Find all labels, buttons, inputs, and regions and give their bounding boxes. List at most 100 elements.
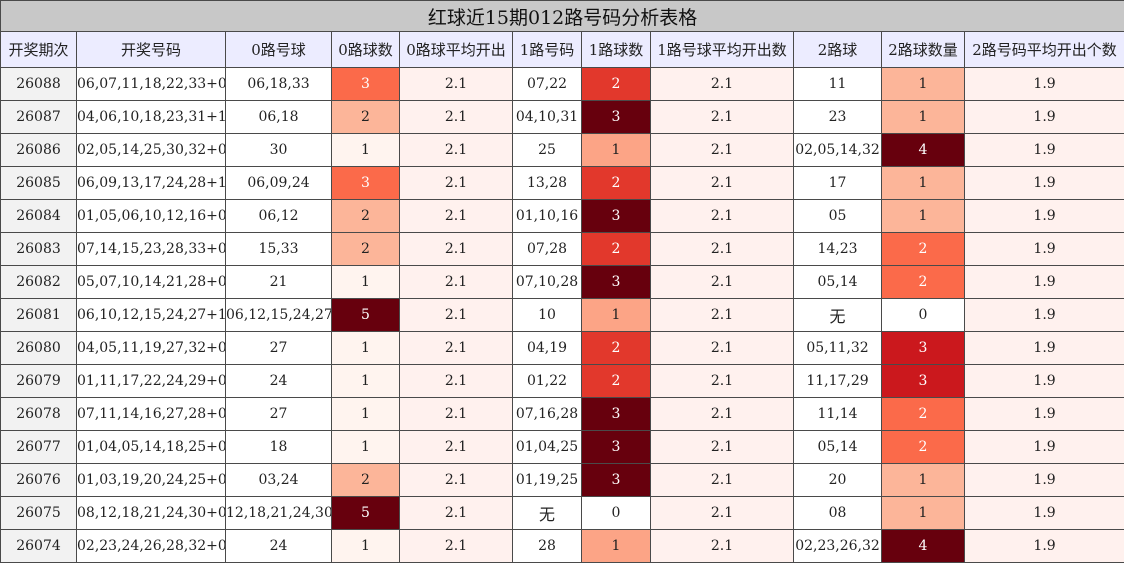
cell-route2-count: 4 bbox=[881, 133, 965, 167]
cell-route2-avg: 1.9 bbox=[963, 232, 1124, 266]
cell-numbers: 07,11,14,16,27,28+06 bbox=[76, 397, 226, 431]
cell-route2-count: 3 bbox=[881, 331, 965, 365]
cell-numbers: 05,07,10,14,21,28+04 bbox=[76, 265, 226, 299]
cell-route0-balls: 06,12,15,24,27 bbox=[225, 298, 332, 332]
cell-route1-balls: 04,19 bbox=[512, 331, 582, 365]
cell-route0-count: 1 bbox=[331, 397, 400, 431]
cell-route2-count: 1 bbox=[881, 199, 965, 233]
cell-numbers: 02,05,14,25,30,32+05 bbox=[76, 133, 226, 167]
cell-route1-balls: 07,16,28 bbox=[512, 397, 582, 431]
cell-route0-avg: 2.1 bbox=[399, 463, 513, 497]
cell-route1-avg: 2.1 bbox=[650, 430, 794, 464]
cell-route2-count: 4 bbox=[881, 529, 965, 563]
cell-route1-avg: 2.1 bbox=[650, 529, 794, 563]
cell-numbers: 08,12,18,21,24,30+01 bbox=[76, 496, 226, 530]
cell-route0-avg: 2.1 bbox=[399, 430, 513, 464]
cell-route1-count: 2 bbox=[581, 364, 651, 398]
cell-route1-avg: 2.1 bbox=[650, 199, 794, 233]
cell-route0-count: 1 bbox=[331, 364, 400, 398]
table-row: 26086 02,05,14,25,30,32+05 30 1 2.1 25 1 2.1 02,… bbox=[0, 133, 1124, 167]
cell-route1-balls: 04,10,31 bbox=[512, 100, 582, 134]
cell-route2-count: 0 bbox=[881, 298, 965, 332]
cell-route2-balls: 20 bbox=[793, 463, 882, 497]
cell-route0-count: 1 bbox=[331, 529, 400, 563]
cell-route0-count: 2 bbox=[331, 463, 400, 497]
cell-route1-balls: 01,04,25 bbox=[512, 430, 582, 464]
cell-route2-count: 3 bbox=[881, 364, 965, 398]
cell-issue: 26075 bbox=[0, 496, 77, 530]
cell-route1-balls: 13,28 bbox=[512, 166, 582, 200]
cell-issue: 26082 bbox=[0, 265, 77, 299]
cell-route1-balls: 无 bbox=[512, 496, 582, 530]
cell-route0-avg: 2.1 bbox=[399, 232, 513, 266]
table-row: 26087 04,06,10,18,23,31+11 06,18 2 2.1 04,10,… bbox=[0, 100, 1124, 134]
table-row: 26075 08,12,18,21,24,30+01 12,18,21,24,30 5… bbox=[0, 496, 1124, 530]
cell-route0-balls: 27 bbox=[225, 331, 332, 365]
table-row: 26084 01,05,06,10,12,16+05 06,12 2 2.1 01,10,… bbox=[0, 199, 1124, 233]
cell-numbers: 04,06,10,18,23,31+11 bbox=[76, 100, 226, 134]
cell-route1-count: 1 bbox=[581, 529, 651, 563]
header-route1-avg: 1路号球平均开出数 bbox=[650, 31, 794, 68]
cell-route2-count: 1 bbox=[881, 100, 965, 134]
cell-route2-avg: 1.9 bbox=[963, 100, 1124, 134]
table-row: 26076 01,03,19,20,24,25+07 03,24 2 2.1 01,19,… bbox=[0, 463, 1124, 497]
cell-route2-balls: 05,11,32 bbox=[793, 331, 882, 365]
cell-numbers: 01,03,19,20,24,25+07 bbox=[76, 463, 226, 497]
cell-route2-count: 2 bbox=[881, 265, 965, 299]
cell-route0-balls: 15,33 bbox=[225, 232, 332, 266]
header-route0-balls: 0路号球 bbox=[225, 31, 332, 68]
header-route2-count: 2路球数量 bbox=[881, 31, 965, 68]
cell-route0-balls: 18 bbox=[225, 430, 332, 464]
table-row: 26074 02,23,24,26,28,32+04 24 1 2.1 28 1 2.1 02,… bbox=[0, 529, 1124, 563]
table-row: 26088 06,07,11,18,22,33+05 06,18,33 3 2.1 07,… bbox=[0, 67, 1124, 101]
cell-numbers: 07,14,15,23,28,33+03 bbox=[76, 232, 226, 266]
cell-route0-avg: 2.1 bbox=[399, 397, 513, 431]
cell-route1-count: 3 bbox=[581, 430, 651, 464]
table-row: 26083 07,14,15,23,28,33+03 15,33 2 2.1 07,28 2… bbox=[0, 232, 1124, 266]
cell-route1-count: 2 bbox=[581, 331, 651, 365]
cell-route0-balls: 06,09,24 bbox=[225, 166, 332, 200]
cell-route1-balls: 01,10,16 bbox=[512, 199, 582, 233]
cell-route2-balls: 17 bbox=[793, 166, 882, 200]
table-title: 红球近15期012路号码分析表格 bbox=[0, 0, 1124, 32]
cell-route0-avg: 2.1 bbox=[399, 364, 513, 398]
cell-route1-balls: 07,10,28 bbox=[512, 265, 582, 299]
cell-route2-count: 1 bbox=[881, 67, 965, 101]
cell-route0-count: 2 bbox=[331, 199, 400, 233]
cell-route0-count: 1 bbox=[331, 331, 400, 365]
table-row: 26079 01,11,17,22,24,29+04 24 1 2.1 01,22 2 2.1… bbox=[0, 364, 1124, 398]
cell-route0-avg: 2.1 bbox=[399, 331, 513, 365]
cell-route0-avg: 2.1 bbox=[399, 199, 513, 233]
header-route1-count: 1路球数 bbox=[581, 31, 651, 68]
cell-route2-count: 2 bbox=[881, 397, 965, 431]
cell-route0-avg: 2.1 bbox=[399, 529, 513, 563]
cell-route0-avg: 2.1 bbox=[399, 133, 513, 167]
cell-route0-balls: 06,12 bbox=[225, 199, 332, 233]
cell-route2-count: 2 bbox=[881, 430, 965, 464]
cell-route1-count: 2 bbox=[581, 67, 651, 101]
cell-route2-balls: 23 bbox=[793, 100, 882, 134]
cell-route0-count: 1 bbox=[331, 430, 400, 464]
cell-issue: 26078 bbox=[0, 397, 77, 431]
cell-route2-avg: 1.9 bbox=[963, 298, 1124, 332]
cell-route1-count: 3 bbox=[581, 397, 651, 431]
cell-route2-avg: 1.9 bbox=[963, 463, 1124, 497]
table-row: 26077 01,04,05,14,18,25+04 18 1 2.1 01,04,25 3… bbox=[0, 430, 1124, 464]
header-route2-balls: 2路球 bbox=[793, 31, 882, 68]
cell-route1-avg: 2.1 bbox=[650, 496, 794, 530]
cell-route0-count: 3 bbox=[331, 166, 400, 200]
cell-route2-balls: 无 bbox=[793, 298, 882, 332]
header-route0-avg: 0路球平均开出 bbox=[399, 31, 513, 68]
cell-route0-avg: 2.1 bbox=[399, 166, 513, 200]
cell-route1-avg: 2.1 bbox=[650, 397, 794, 431]
cell-route1-avg: 2.1 bbox=[650, 100, 794, 134]
cell-route1-count: 1 bbox=[581, 298, 651, 332]
cell-numbers: 06,07,11,18,22,33+05 bbox=[76, 67, 226, 101]
cell-route0-balls: 03,24 bbox=[225, 463, 332, 497]
cell-route2-balls: 11,17,29 bbox=[793, 364, 882, 398]
cell-route2-count: 2 bbox=[881, 232, 965, 266]
cell-route2-balls: 14,23 bbox=[793, 232, 882, 266]
table-row: 26078 07,11,14,16,27,28+06 27 1 2.1 07,16,28 3… bbox=[0, 397, 1124, 431]
cell-route1-balls: 07,28 bbox=[512, 232, 582, 266]
